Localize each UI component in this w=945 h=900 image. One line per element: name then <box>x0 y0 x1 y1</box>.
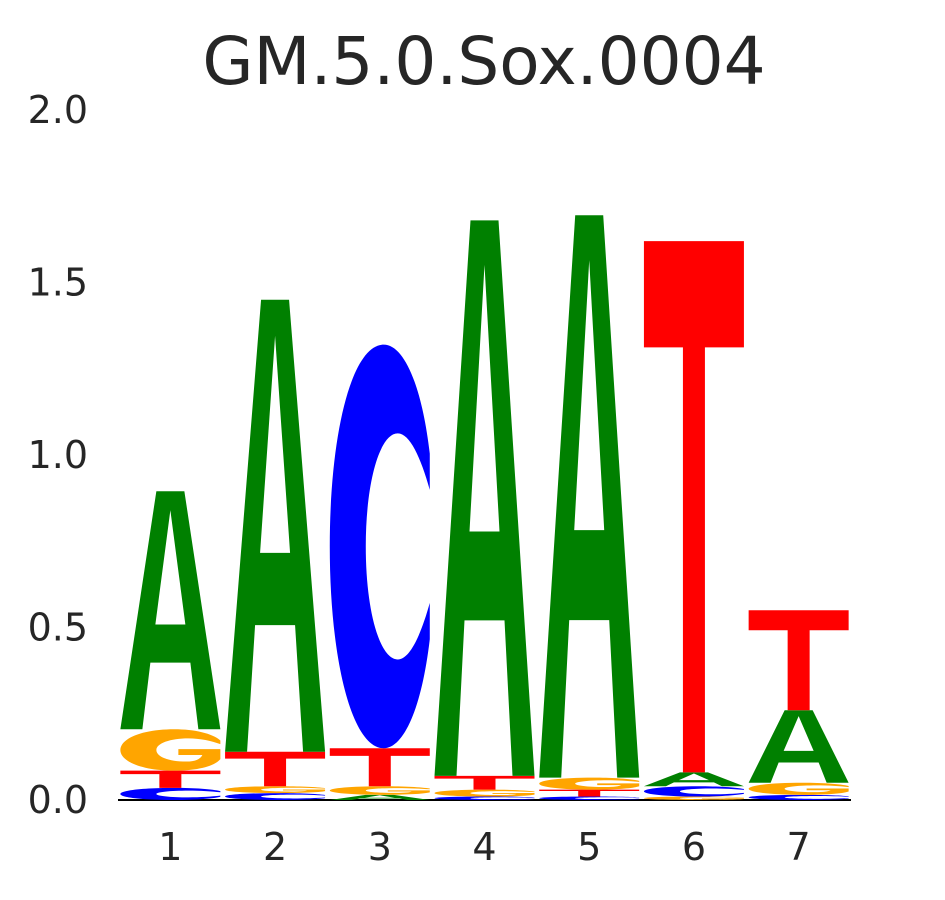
letter-A-pos-4 <box>434 220 535 776</box>
letter-T-pos-4 <box>434 775 535 790</box>
x-tick-label: 2 <box>263 825 287 869</box>
letter-G-pos-7 <box>748 782 849 795</box>
letter-A-pos-2 <box>225 299 326 752</box>
letter-T-pos-1 <box>120 770 221 788</box>
y-tick-label: 1.0 <box>28 433 88 477</box>
letter-G-pos-5 <box>539 777 640 790</box>
letter-A-pos-6 <box>643 772 744 787</box>
x-tick-label: 1 <box>158 825 182 869</box>
letter-A-pos-5 <box>539 215 640 778</box>
letter-T-pos-5 <box>539 789 640 797</box>
letter-C-pos-4 <box>434 796 535 800</box>
letter-G-pos-1 <box>120 729 221 771</box>
y-axis-ticks: 0.0 0.5 1.0 1.5 2.0 <box>28 88 88 822</box>
y-tick-label: 0.0 <box>28 778 88 822</box>
y-tick-label: 0.5 <box>28 606 88 650</box>
x-tick-label: 6 <box>682 825 706 869</box>
x-axis-ticks: 1 2 3 4 5 6 7 <box>158 825 810 869</box>
letter-T-pos-6 <box>643 241 744 773</box>
chart-title: GM.5.0.Sox.0004 <box>202 23 765 100</box>
y-tick-label: 2.0 <box>28 88 88 132</box>
letter-G-pos-2 <box>225 786 326 794</box>
letter-C-pos-3 <box>329 344 430 749</box>
letter-C-pos-5 <box>539 796 640 800</box>
letter-A-pos-3 <box>329 794 430 800</box>
y-tick-label: 1.5 <box>28 261 88 305</box>
letter-C-pos-7 <box>748 794 849 800</box>
x-tick-label: 3 <box>368 825 392 869</box>
letter-G-pos-4 <box>434 789 535 797</box>
letter-G-pos-3 <box>329 786 430 795</box>
letter-T-pos-2 <box>225 751 326 787</box>
letter-G-pos-6 <box>643 796 744 800</box>
x-tick-label: 4 <box>472 825 496 869</box>
x-tick-label: 7 <box>787 825 811 869</box>
logo-letters <box>120 215 849 800</box>
letter-T-pos-3 <box>329 748 430 787</box>
letter-A-pos-7 <box>748 710 849 783</box>
letter-C-pos-2 <box>225 793 326 800</box>
letter-A-pos-1 <box>120 491 221 730</box>
letter-C-pos-1 <box>120 787 221 800</box>
x-tick-label: 5 <box>577 825 601 869</box>
letter-C-pos-6 <box>643 786 744 797</box>
letter-T-pos-7 <box>748 610 849 711</box>
